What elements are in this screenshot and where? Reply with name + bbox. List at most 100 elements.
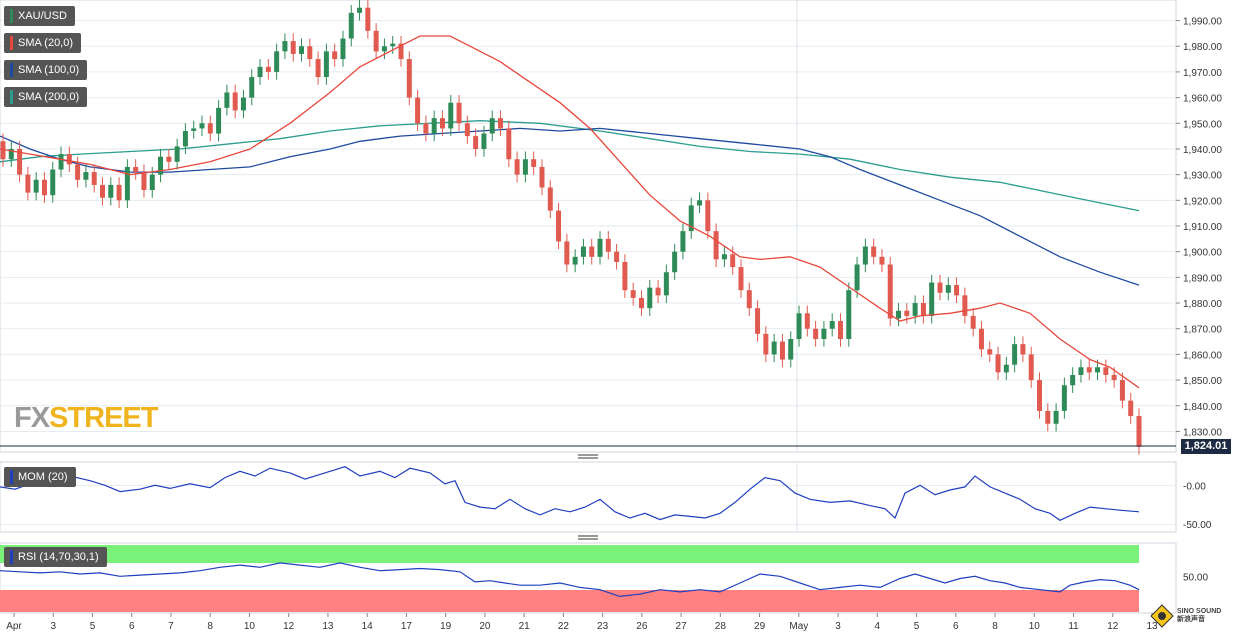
candle-body (448, 102, 454, 129)
candle-body (381, 46, 387, 52)
candle-body (83, 172, 89, 180)
candle-body (1020, 344, 1026, 355)
candle (862, 238, 868, 273)
time-tick-label: 19 (440, 621, 452, 632)
time-tick-label: 23 (597, 621, 609, 632)
candle-body (738, 267, 744, 291)
candle-body (796, 313, 802, 339)
candle-body (680, 231, 686, 252)
candle (854, 256, 860, 298)
candle-body (1095, 367, 1101, 373)
candle (249, 69, 255, 106)
legend-momentum[interactable]: MOM (20) (4, 467, 76, 487)
candle (0, 133, 6, 167)
candle-body (929, 282, 935, 316)
candle (282, 33, 288, 60)
candle-body (340, 38, 346, 60)
candle (50, 161, 56, 203)
candle (473, 128, 479, 157)
candle (970, 308, 976, 337)
time-tick-label: 6 (129, 621, 135, 632)
candle (580, 238, 586, 265)
candle (182, 123, 188, 155)
candle (83, 164, 89, 188)
price-tick-label: 1,880.00 (1183, 299, 1222, 310)
price-tick-label: 1,920.00 (1183, 196, 1222, 207)
time-tick-label: 10 (1029, 621, 1041, 632)
legend-sma-20[interactable]: SMA (20,0) (4, 33, 82, 53)
candle-body (912, 303, 918, 316)
time-tick-label: 13 (322, 621, 334, 632)
candle (945, 277, 951, 301)
candle (274, 43, 280, 80)
candle-body (257, 66, 263, 78)
candle (647, 279, 653, 316)
candle (547, 179, 553, 219)
candle (100, 177, 106, 206)
candle-body (945, 285, 951, 293)
price-tick-label: 1,840.00 (1183, 402, 1222, 413)
candle-body (182, 130, 188, 147)
candle (755, 300, 761, 342)
candle-body (547, 187, 553, 211)
candle-body (498, 118, 504, 129)
sino-logo-icon (1150, 604, 1174, 628)
candle-body (158, 156, 164, 175)
panel-splitter-2[interactable] (578, 535, 598, 540)
candle (224, 84, 230, 116)
candle-body (597, 238, 603, 257)
momentum-axis: -0.00 -50.00 (1183, 481, 1212, 531)
candle-body (539, 166, 545, 188)
candle-body (1128, 400, 1134, 417)
candle (323, 43, 329, 85)
time-tick-label: 26 (636, 621, 648, 632)
watermark-line-2: 新浪声音 (1177, 616, 1205, 623)
candle (697, 192, 703, 214)
candle (995, 346, 1001, 381)
candle-body (481, 133, 487, 149)
candle (207, 115, 213, 142)
candle-body (779, 341, 785, 360)
candle (348, 5, 354, 47)
rsi-line (0, 562, 1140, 598)
candle-body (846, 290, 852, 339)
legend-symbol-label: XAU/USD (18, 10, 67, 22)
candle (804, 305, 810, 337)
candle-body (100, 184, 106, 198)
rsi-tick-label: 50.00 (1183, 572, 1208, 583)
time-tick-label: 3 (835, 621, 841, 632)
time-tick-label: 6 (953, 621, 959, 632)
candle-body (630, 290, 636, 298)
time-tick-label: 21 (519, 621, 531, 632)
candle-body (564, 241, 570, 265)
legend-sma-200[interactable]: SMA (200,0) (4, 87, 88, 107)
candle (912, 295, 918, 324)
momentum-swatch (10, 470, 13, 484)
candle (829, 313, 835, 337)
candle-body (8, 148, 14, 160)
candle-body (58, 154, 64, 170)
momentum-panel[interactable] (0, 461, 1177, 533)
panel-splitter-1[interactable] (578, 454, 598, 459)
candle-body (837, 321, 843, 339)
candle (522, 151, 528, 183)
candle-body (307, 46, 313, 60)
candle-body (0, 141, 6, 160)
candle (1070, 367, 1076, 393)
candle (531, 151, 537, 175)
sma-100-line (0, 127, 1140, 286)
fxstreet-logo: FXSTREET (14, 402, 158, 435)
time-tick-label: 12 (283, 621, 295, 632)
legend-rsi[interactable]: RSI (14,70,30,1) (4, 547, 107, 567)
candle (166, 148, 172, 170)
legend-sma-100[interactable]: SMA (100,0) (4, 60, 88, 80)
sma-200-line (0, 120, 1140, 212)
candle-body (50, 169, 56, 196)
candle-body (672, 251, 678, 273)
candle-body (1028, 354, 1034, 381)
candle-body (970, 315, 976, 329)
candle (680, 223, 686, 260)
legend-symbol[interactable]: XAU/USD (4, 6, 75, 26)
candle-body (373, 30, 379, 52)
